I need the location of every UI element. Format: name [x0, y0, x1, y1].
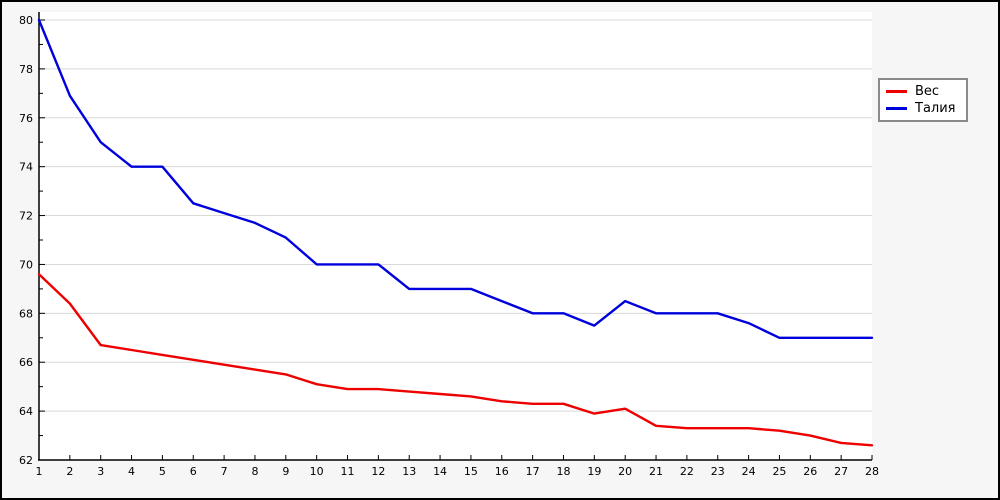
x-tick-label: 19 — [587, 465, 601, 478]
y-tick-label: 80 — [19, 14, 33, 27]
x-tick-label: 11 — [341, 465, 355, 478]
x-tick-label: 6 — [190, 465, 197, 478]
x-tick-label: 22 — [680, 465, 694, 478]
y-tick-label: 62 — [19, 454, 33, 467]
legend-line-swatch-red — [886, 90, 907, 93]
y-tick-label: 68 — [19, 307, 33, 320]
y-tick-label: 70 — [19, 258, 33, 271]
x-tick-label: 4 — [128, 465, 135, 478]
x-tick-label: 28 — [865, 465, 879, 478]
series-line-0 — [37, 273, 874, 447]
x-tick-label: 1 — [36, 465, 43, 478]
y-tick-label: 64 — [19, 405, 33, 418]
x-tick-label: 17 — [526, 465, 540, 478]
x-tick-label: 9 — [282, 465, 289, 478]
x-tick-label: 12 — [371, 465, 385, 478]
x-tick-label: 24 — [742, 465, 756, 478]
x-tick-label: 21 — [649, 465, 663, 478]
x-tick-label: 25 — [772, 465, 786, 478]
x-tick-label: 7 — [221, 465, 228, 478]
legend-line-swatch-blue — [886, 107, 907, 110]
series-line-1 — [37, 18, 874, 339]
x-tick-label: 27 — [834, 465, 848, 478]
x-tick-label: 14 — [433, 465, 447, 478]
legend-label-talia: Талия — [915, 101, 956, 116]
legend-label-ves: Вес — [915, 84, 940, 99]
x-tick-label: 18 — [556, 465, 570, 478]
y-tick-label: 78 — [19, 63, 33, 76]
y-tick-label: 74 — [19, 161, 33, 174]
x-tick-label: 2 — [66, 465, 73, 478]
x-tick-label: 20 — [618, 465, 632, 478]
x-tick-label: 15 — [464, 465, 478, 478]
x-tick-label: 16 — [495, 465, 509, 478]
legend-item-talia: Талия — [886, 101, 956, 116]
y-tick-label: 72 — [19, 210, 33, 223]
x-tick-label: 13 — [402, 465, 416, 478]
x-tick-label: 23 — [711, 465, 725, 478]
x-tick-label: 5 — [159, 465, 166, 478]
x-tick-label: 26 — [803, 465, 817, 478]
y-tick-label: 66 — [19, 356, 33, 369]
x-tick-label: 10 — [310, 465, 324, 478]
x-tick-label: 8 — [251, 465, 258, 478]
y-tick-label: 76 — [19, 112, 33, 125]
legend: Вес Талия — [878, 78, 968, 122]
x-tick-label: 3 — [97, 465, 104, 478]
plot-area — [39, 12, 872, 460]
legend-item-ves: Вес — [886, 84, 956, 99]
